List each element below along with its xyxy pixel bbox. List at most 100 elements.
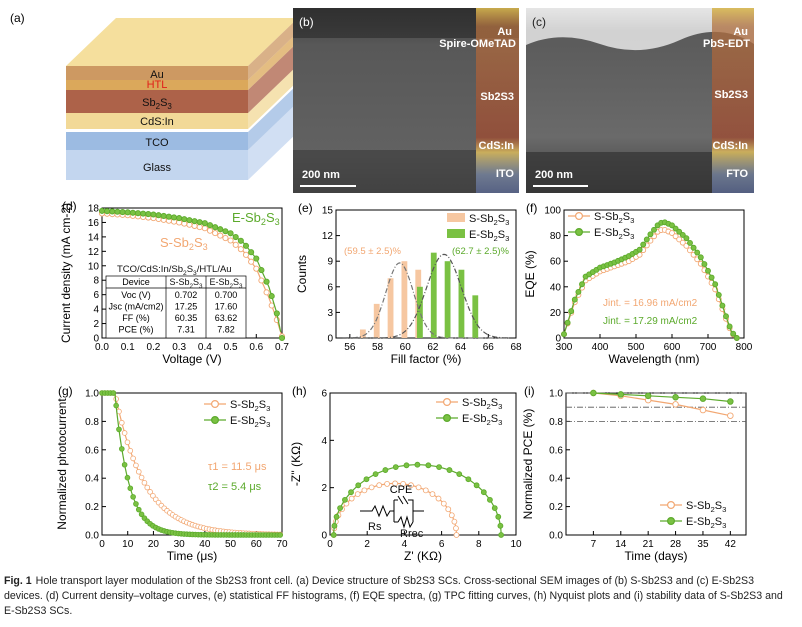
jv-point xyxy=(155,212,162,219)
jv-point xyxy=(273,310,280,317)
panel-g-tpc-chart: 0 10 20 30 40 50 60 70 0.0 0.2 0.4 0.6 0.8 1.0 Time (μ… xyxy=(55,384,288,563)
nyquist-point xyxy=(414,461,421,468)
plot-frame xyxy=(565,392,747,536)
jv-point xyxy=(186,217,193,224)
nyquist-point xyxy=(348,489,354,496)
stability-point xyxy=(617,391,625,398)
y-tick-label: 2 xyxy=(321,483,327,494)
stability-point xyxy=(644,392,652,400)
layer-front-5 xyxy=(66,66,248,80)
y-tick-label: 2 xyxy=(93,319,99,330)
x-tick-label: 35 xyxy=(697,539,709,550)
x-axis-label: Fill factor (%) xyxy=(391,352,462,366)
jv-point xyxy=(165,213,172,220)
tpc-point xyxy=(124,439,131,446)
y-tick-label: 0.4 xyxy=(85,474,99,485)
y-tick-label: 15 xyxy=(322,206,334,217)
nyquist-point xyxy=(453,532,460,538)
tpc-point xyxy=(130,455,136,462)
jv-point xyxy=(258,267,265,274)
layer-label: Sb2S3 xyxy=(142,97,172,111)
legend-label: S-Sb2S3 xyxy=(230,399,270,413)
tpc-point xyxy=(119,446,125,452)
tpc-point xyxy=(121,430,128,436)
tpc-point xyxy=(135,468,142,475)
tpc-tau2: τ2 = 5.4 μs xyxy=(208,481,262,493)
jv-point xyxy=(170,214,178,221)
nyquist-point xyxy=(333,513,340,520)
jv-table-cell: 0.702 xyxy=(175,290,198,300)
layer-label: CdS:In xyxy=(140,116,174,128)
panel-label: (e) xyxy=(298,201,313,215)
x-tick-label: 8 xyxy=(476,539,482,550)
panel-c: (c) Au PbS-EDT Sb2S3 CdS:In FTO 200 nm xyxy=(526,8,754,193)
jv-point xyxy=(268,293,275,300)
layer-label: HTL xyxy=(147,79,168,91)
y-tick-label: 9 xyxy=(327,257,333,268)
tpc-point xyxy=(119,419,125,426)
nyquist-point xyxy=(425,462,432,469)
jv-point xyxy=(201,220,208,227)
x-tick-label: 68 xyxy=(510,342,522,353)
y-tick-label: 100 xyxy=(544,206,561,217)
nyquist-point xyxy=(453,525,459,532)
jv-point xyxy=(217,226,224,233)
nyquist-point xyxy=(497,522,504,529)
nyquist-point xyxy=(403,462,410,469)
x-tick-label: 0.5 xyxy=(224,342,238,353)
ff-fit-e xyxy=(342,253,510,339)
stability-point xyxy=(672,394,679,401)
eqe-point xyxy=(687,240,693,246)
panel-label: (h) xyxy=(292,384,307,398)
layer-side-face xyxy=(248,102,298,180)
eqe-point xyxy=(672,225,679,232)
layer-side-face xyxy=(248,84,298,150)
eqe-point xyxy=(708,274,715,281)
plot-frame xyxy=(329,392,517,536)
stability-point xyxy=(727,412,734,419)
nyquist-point xyxy=(445,506,452,513)
y-axis-label: Normalized photocurrent xyxy=(55,398,69,530)
nyquist-point xyxy=(435,495,442,502)
nyquist-point xyxy=(440,500,447,507)
ff-bar-0 xyxy=(387,278,394,338)
legend-marker xyxy=(666,516,675,525)
jv-point xyxy=(206,222,214,229)
panel-b: (b) Au Spire-OMeTAD Sb2S3 CdS:In ITO 200… xyxy=(293,8,519,193)
jv-point xyxy=(191,218,198,225)
eqe-point xyxy=(575,288,582,295)
ff-bar-0 xyxy=(373,303,380,338)
jv-point xyxy=(258,277,265,284)
sem-c-au: Au xyxy=(733,26,748,38)
ff-annot-e: (62.7 ± 2.5)% xyxy=(452,246,510,257)
eqe-point xyxy=(676,228,683,235)
y-tick-label: 80 xyxy=(550,231,562,242)
jv-table-header: Device xyxy=(122,277,150,287)
x-tick-label: 0.0 xyxy=(95,342,109,353)
y-tick-label: 4 xyxy=(321,436,327,447)
jv-point xyxy=(124,209,131,216)
y-tick-label: 0 xyxy=(93,334,99,345)
legend-label: S-Sb2S3 xyxy=(686,500,726,514)
jv-point xyxy=(242,242,250,249)
jv-point xyxy=(109,208,116,215)
nyquist-point xyxy=(368,484,375,491)
legend-label: S-Sb2S3 xyxy=(462,397,502,411)
tpc-tau1: τ1 = 11.5 μs xyxy=(208,461,267,473)
nyquist-point xyxy=(456,471,463,478)
nyquist-point xyxy=(446,467,453,473)
circuit-cpe: CPE xyxy=(390,484,413,496)
tpc-point xyxy=(133,501,139,507)
tpc-point xyxy=(277,532,284,538)
y-tick-label: 0.4 xyxy=(549,474,563,485)
jv-point xyxy=(263,278,270,285)
jv-table-cell: Voc (V) xyxy=(121,290,151,300)
eqe-point xyxy=(647,231,654,238)
ff-bar-1 xyxy=(458,269,465,338)
nyquist-point xyxy=(363,476,370,483)
nyquist-point xyxy=(451,518,458,525)
tpc-point xyxy=(110,390,117,396)
x-tick-label: 30 xyxy=(174,539,186,550)
